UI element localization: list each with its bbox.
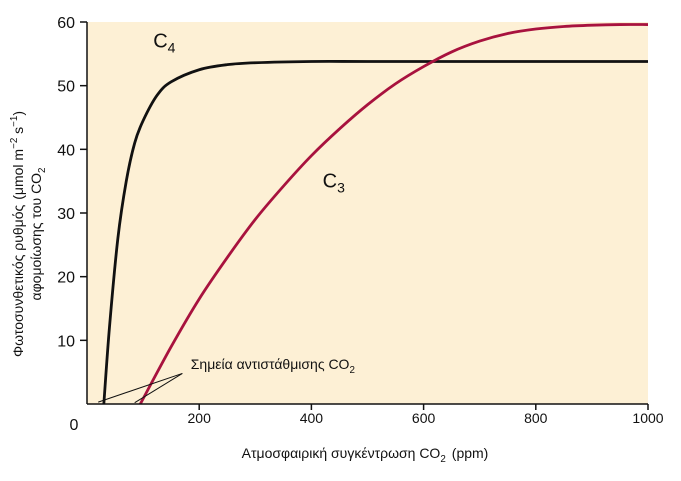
x-tick-label: 600 [412,410,436,426]
y-tick-label: 10 [57,333,75,350]
x-tick-label: 800 [524,410,548,426]
y-tick-label: 50 [57,79,75,96]
y-tick-label: 20 [57,270,75,287]
compensation-points-annotation: Σημεία αντιστάθμισης CO2 [191,356,355,376]
svg-text:αφομοίωσης του CO2: αφομοίωσης του CO2 [28,167,48,300]
y-axis-label: Φωτοσυνθετικός ρυθμός(μmol m−2 s−1) αφομ… [9,111,48,357]
y-tick-label: 30 [57,206,75,223]
plot-background [87,22,648,404]
annotation-leader-line [134,373,183,404]
x-tick-label: 200 [188,410,212,426]
annotation-leader-line [98,372,183,403]
series-label-c4: C4 [153,30,175,55]
series-line-c3 [139,23,649,405]
series-label-c3: C3 [323,171,345,196]
svg-text:Φωτοσυνθετικός ρυθμός(μmol m−2: Φωτοσυνθετικός ρυθμός(μmol m−2 s−1) [9,111,26,357]
y-tick-label: 60 [57,15,75,32]
series-line-c4 [102,59,648,405]
y-tick-label: 40 [57,142,75,159]
x-tick-label: 1000 [632,410,663,426]
x-axis-label: Ατμοσφαιρική συγκέντρωση CO2 (ppm) [242,445,489,465]
x-tick-label: 400 [300,410,324,426]
origin-label: 0 [70,417,79,434]
